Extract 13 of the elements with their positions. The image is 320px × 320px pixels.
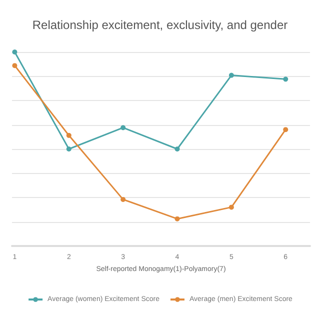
point [120,125,126,130]
point [174,146,180,152]
point [174,216,180,222]
point [228,204,234,210]
chart-title: Relationship excitement, exclusivity, and gender [32,18,288,32]
point [12,50,18,54]
point [12,63,18,68]
point [283,127,288,132]
point [283,76,288,82]
point [66,146,72,152]
point [228,72,234,78]
point [66,132,72,138]
point [120,196,126,202]
